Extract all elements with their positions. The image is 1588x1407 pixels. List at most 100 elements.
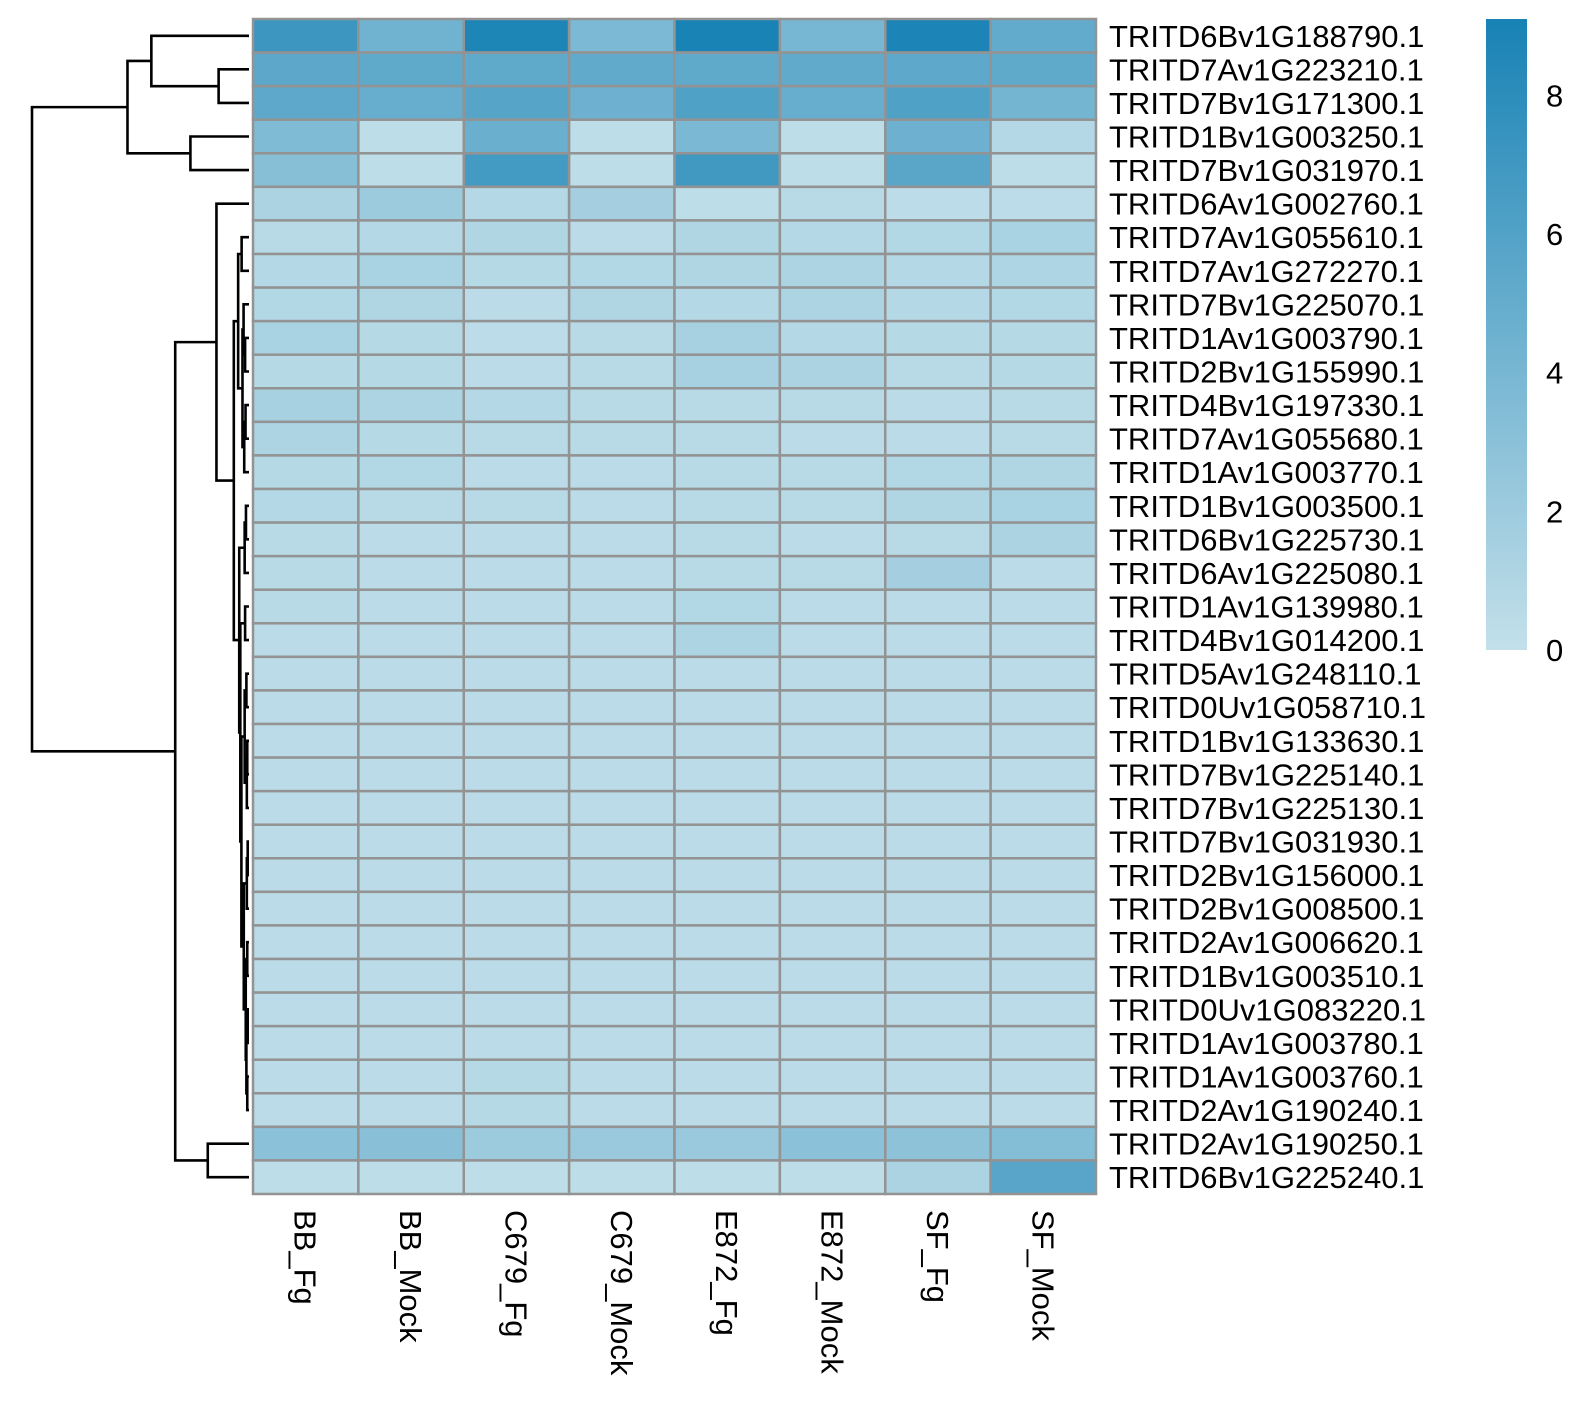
heatmap-cell bbox=[357, 454, 465, 491]
row-label: TRITD1Av1G003780.1 bbox=[1109, 1026, 1424, 1061]
heatmap-cell bbox=[462, 622, 571, 659]
heatmap-cell bbox=[462, 51, 571, 88]
heatmap-cell bbox=[884, 319, 992, 356]
dendrogram-branch bbox=[240, 235, 249, 273]
heatmap-cell bbox=[673, 957, 782, 994]
heatmap-cell bbox=[251, 689, 360, 726]
heatmap-cell bbox=[884, 1125, 992, 1162]
heatmap-cell bbox=[884, 924, 992, 961]
heatmap-cell bbox=[567, 17, 676, 54]
heatmap-cell bbox=[357, 1058, 465, 1095]
heatmap-cell bbox=[989, 1058, 1098, 1095]
heatmap-cell bbox=[884, 487, 992, 524]
heatmap-cell bbox=[567, 1024, 676, 1061]
heatmap-cell bbox=[357, 622, 465, 659]
heatmap-cell bbox=[673, 622, 782, 659]
heatmap-cell bbox=[989, 1024, 1098, 1061]
heatmap-cell bbox=[251, 185, 360, 222]
heatmap-cell bbox=[884, 991, 992, 1028]
heatmap-cell bbox=[462, 487, 571, 524]
heatmap-cell bbox=[251, 789, 360, 826]
row-label: TRITD2Bv1G155990.1 bbox=[1109, 355, 1424, 390]
row-label: TRITD6Bv1G188790.1 bbox=[1109, 19, 1424, 54]
heatmap-cell bbox=[778, 789, 887, 826]
heatmap-cell bbox=[357, 554, 465, 591]
heatmap-cell bbox=[357, 756, 465, 793]
heatmap-cell bbox=[884, 1159, 992, 1196]
heatmap-cell bbox=[778, 1058, 887, 1095]
heatmap-cell bbox=[989, 454, 1098, 491]
heatmap-cell bbox=[357, 185, 465, 222]
heatmap-cell bbox=[989, 286, 1098, 323]
heatmap-cell bbox=[251, 622, 360, 659]
heatmap-cell bbox=[778, 219, 887, 256]
heatmap-cell bbox=[567, 219, 676, 256]
heatmap-cell bbox=[989, 789, 1098, 826]
heatmap-cell bbox=[357, 387, 465, 424]
heatmap-cell bbox=[989, 17, 1098, 54]
heatmap-cell bbox=[251, 387, 360, 424]
heatmap-cell bbox=[778, 554, 887, 591]
column-label: SF_Fg bbox=[920, 1210, 955, 1303]
heatmap-cell bbox=[567, 789, 676, 826]
row-label: TRITD0Uv1G058710.1 bbox=[1109, 690, 1426, 725]
heatmap-cell bbox=[567, 991, 676, 1028]
row-label: TRITD1Bv1G003500.1 bbox=[1109, 489, 1424, 524]
heatmap-cell bbox=[673, 689, 782, 726]
heatmap-cell bbox=[989, 554, 1098, 591]
heatmap-cell bbox=[778, 722, 887, 759]
heatmap-cell bbox=[778, 118, 887, 155]
heatmap-cell bbox=[462, 118, 571, 155]
heatmap-cell bbox=[989, 588, 1098, 625]
heatmap-cell bbox=[778, 991, 887, 1028]
heatmap-cell bbox=[884, 655, 992, 692]
heatmap-cell bbox=[884, 1092, 992, 1129]
heatmap-cell bbox=[251, 219, 360, 256]
heatmap-cell bbox=[778, 1125, 887, 1162]
row-label: TRITD7Bv1G225140.1 bbox=[1109, 757, 1424, 792]
heatmap-cell bbox=[778, 924, 887, 961]
heatmap-cell bbox=[251, 118, 360, 155]
heatmap-cell bbox=[673, 521, 782, 558]
heatmap-cell bbox=[884, 521, 992, 558]
heatmap-cell bbox=[567, 353, 676, 390]
heatmap-cell bbox=[357, 152, 465, 189]
heatmap-cell bbox=[778, 17, 887, 54]
heatmap-cell bbox=[884, 622, 992, 659]
heatmap-cell bbox=[778, 521, 887, 558]
color-legend: 8 6 4 2 0 bbox=[1486, 19, 1563, 668]
row-label: TRITD0Uv1G083220.1 bbox=[1109, 992, 1426, 1027]
heatmap-cell bbox=[884, 1024, 992, 1061]
heatmap-cell bbox=[251, 420, 360, 457]
heatmap-cell bbox=[989, 219, 1098, 256]
row-labels: TRITD6Bv1G188790.1TRITD7Av1G223210.1TRIT… bbox=[1109, 19, 1426, 1195]
heatmap-cell bbox=[462, 957, 571, 994]
heatmap-cell bbox=[778, 252, 887, 289]
heatmap-cell bbox=[673, 185, 782, 222]
heatmap-cell bbox=[357, 420, 465, 457]
column-label: BB_Mock bbox=[393, 1210, 428, 1343]
heatmap-cell bbox=[989, 420, 1098, 457]
row-label: TRITD7Av1G055680.1 bbox=[1109, 422, 1424, 457]
heatmap-cell bbox=[462, 252, 571, 289]
heatmap-cell bbox=[884, 588, 992, 625]
heatmap-cell bbox=[251, 487, 360, 524]
heatmap-cell bbox=[462, 991, 571, 1028]
heatmap-cell bbox=[357, 118, 465, 155]
column-label: E872_Mock bbox=[815, 1210, 850, 1374]
heatmap-cell bbox=[989, 722, 1098, 759]
heatmap-cell bbox=[251, 1125, 360, 1162]
dendrogram-branch bbox=[243, 605, 249, 642]
heatmap-cell bbox=[884, 823, 992, 860]
legend-color-bar bbox=[1486, 19, 1527, 650]
heatmap-cell bbox=[989, 1159, 1098, 1196]
heatmap-cell bbox=[989, 487, 1098, 524]
heatmap-cell bbox=[884, 219, 992, 256]
dendrogram-branch bbox=[245, 672, 249, 709]
heatmap-cell bbox=[567, 588, 676, 625]
row-label: TRITD2Bv1G156000.1 bbox=[1109, 858, 1424, 893]
heatmap-cell bbox=[989, 857, 1098, 894]
heatmap-cell bbox=[673, 286, 782, 323]
heatmap-cell bbox=[778, 1024, 887, 1061]
row-label: TRITD7Bv1G225070.1 bbox=[1109, 287, 1424, 322]
